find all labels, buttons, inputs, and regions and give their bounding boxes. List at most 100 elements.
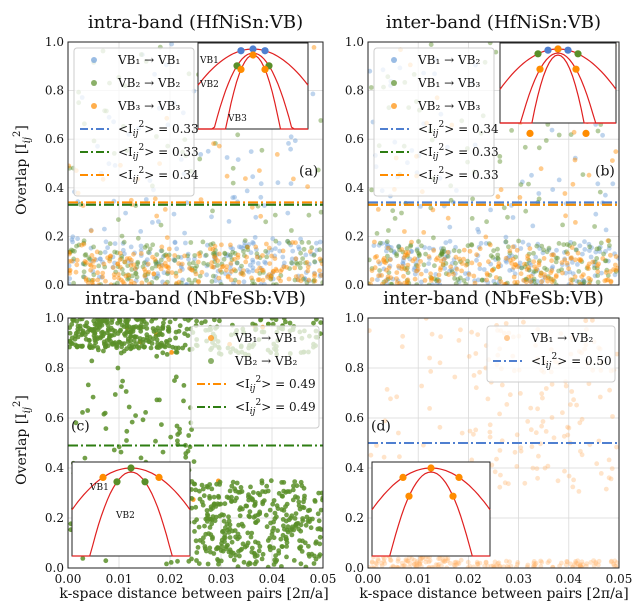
scatter-point bbox=[298, 278, 304, 284]
scatter-point bbox=[114, 250, 120, 256]
scatter-point bbox=[100, 259, 105, 265]
scatter-point bbox=[176, 261, 182, 266]
scatter-point bbox=[189, 427, 195, 432]
scatter-point bbox=[125, 258, 131, 263]
scatter-point bbox=[504, 280, 510, 285]
scatter-point bbox=[224, 264, 230, 269]
scatter-point bbox=[297, 265, 303, 271]
scatter-point bbox=[280, 254, 286, 260]
scatter-point bbox=[503, 239, 509, 245]
scatter-point bbox=[588, 560, 594, 565]
scatter-point bbox=[102, 226, 107, 232]
scatter-point bbox=[386, 228, 391, 233]
scatter-point bbox=[543, 138, 549, 143]
scatter-point bbox=[229, 494, 234, 500]
band-point bbox=[99, 473, 107, 482]
scatter-point bbox=[297, 546, 303, 551]
scatter-point bbox=[507, 392, 513, 398]
y-tick-label: 0.8 bbox=[45, 84, 64, 98]
scatter-point bbox=[426, 564, 432, 568]
scatter-point bbox=[75, 329, 81, 335]
scatter-point bbox=[603, 192, 608, 198]
scatter-point bbox=[612, 251, 617, 257]
scatter-point bbox=[533, 430, 539, 436]
scatter-point bbox=[232, 528, 238, 533]
scatter-point bbox=[318, 209, 323, 215]
scatter-point bbox=[215, 545, 221, 550]
scatter-point bbox=[140, 417, 146, 423]
scatter-point bbox=[144, 277, 150, 283]
scatter-point bbox=[380, 257, 386, 263]
scatter-point bbox=[595, 128, 601, 134]
scatter-point bbox=[247, 262, 253, 268]
scatter-point bbox=[216, 493, 221, 499]
scatter-point bbox=[495, 252, 501, 258]
scatter-point bbox=[575, 262, 580, 267]
scatter-point bbox=[474, 252, 479, 258]
scatter-point bbox=[125, 263, 131, 269]
scatter-point bbox=[69, 237, 75, 242]
scatter-point bbox=[99, 275, 105, 280]
scatter-point bbox=[453, 265, 459, 271]
scatter-point bbox=[102, 249, 108, 255]
scatter-point bbox=[559, 560, 564, 566]
scatter-point bbox=[503, 281, 509, 285]
scatter-point bbox=[602, 258, 608, 264]
scatter-point bbox=[404, 278, 410, 283]
scatter-point bbox=[119, 384, 124, 389]
scatter-point bbox=[299, 240, 305, 245]
scatter-point bbox=[488, 261, 494, 267]
scatter-point bbox=[394, 251, 399, 257]
scatter-point bbox=[298, 561, 304, 567]
scatter-point bbox=[382, 418, 388, 424]
scatter-point bbox=[85, 408, 91, 413]
scatter-point bbox=[379, 560, 384, 566]
scatter-point bbox=[603, 227, 609, 233]
scatter-point bbox=[192, 529, 197, 534]
scatter-point bbox=[493, 257, 498, 262]
scatter-point bbox=[81, 241, 87, 247]
scatter-point bbox=[283, 319, 288, 325]
x-tick-label: 0.04 bbox=[259, 572, 286, 586]
legend-box bbox=[486, 325, 616, 383]
scatter-point bbox=[461, 247, 467, 253]
scatter-point bbox=[292, 277, 298, 283]
scatter-point bbox=[439, 246, 444, 251]
scatter-point bbox=[269, 318, 275, 321]
scatter-point bbox=[152, 196, 158, 202]
scatter-point bbox=[317, 534, 323, 540]
scatter-point bbox=[615, 265, 619, 271]
scatter-point bbox=[539, 559, 545, 565]
scatter-point bbox=[443, 556, 449, 561]
y-tick-label: 1.0 bbox=[345, 35, 364, 49]
scatter-point bbox=[519, 265, 524, 270]
scatter-point bbox=[311, 252, 317, 258]
scatter-point bbox=[439, 563, 444, 568]
scatter-point bbox=[550, 277, 556, 283]
scatter-point bbox=[142, 272, 148, 278]
scatter-point bbox=[486, 241, 492, 247]
scatter-point bbox=[132, 250, 138, 256]
scatter-point bbox=[301, 499, 306, 505]
scatter-point bbox=[426, 282, 432, 285]
scatter-point bbox=[120, 271, 126, 277]
scatter-point bbox=[320, 495, 323, 501]
scatter-point bbox=[279, 544, 285, 549]
scatter-point bbox=[159, 262, 165, 268]
scatter-point bbox=[274, 268, 280, 274]
scatter-point bbox=[452, 271, 458, 277]
scatter-point bbox=[610, 158, 615, 164]
scatter-point bbox=[481, 267, 487, 272]
scatter-point bbox=[407, 564, 412, 568]
scatter-point bbox=[228, 254, 233, 259]
scatter-point bbox=[496, 264, 501, 270]
scatter-point bbox=[281, 480, 287, 485]
scatter-point bbox=[244, 254, 250, 260]
scatter-point bbox=[120, 378, 125, 384]
band-point bbox=[534, 50, 542, 58]
scatter-point bbox=[475, 253, 481, 258]
panel-title: inter-band (NbFeSb:VB) bbox=[383, 288, 604, 309]
scatter-point bbox=[546, 558, 552, 564]
scatter-point bbox=[248, 484, 253, 490]
scatter-point bbox=[312, 259, 318, 265]
